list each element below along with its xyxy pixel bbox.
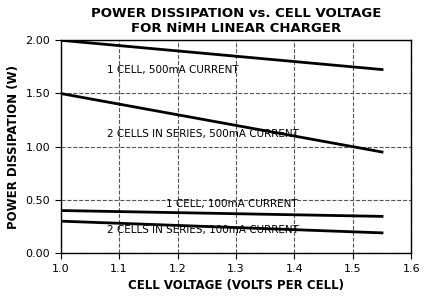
Text: 1 CELL, 500mA CURRENT: 1 CELL, 500mA CURRENT — [107, 65, 239, 75]
Title: POWER DISSIPATION vs. CELL VOLTAGE
FOR NiMH LINEAR CHARGER: POWER DISSIPATION vs. CELL VOLTAGE FOR N… — [91, 7, 380, 35]
Text: 2 CELLS IN SERIES, 500mA CURRENT: 2 CELLS IN SERIES, 500mA CURRENT — [107, 129, 299, 139]
Text: 1 CELL, 100mA CURRENT: 1 CELL, 100mA CURRENT — [165, 199, 297, 209]
X-axis label: CELL VOLTAGE (VOLTS PER CELL): CELL VOLTAGE (VOLTS PER CELL) — [128, 279, 343, 292]
Text: 2 CELLS IN SERIES, 100mA CURRENT: 2 CELLS IN SERIES, 100mA CURRENT — [107, 225, 299, 235]
Y-axis label: POWER DISSIPATION (W): POWER DISSIPATION (W) — [7, 65, 20, 229]
